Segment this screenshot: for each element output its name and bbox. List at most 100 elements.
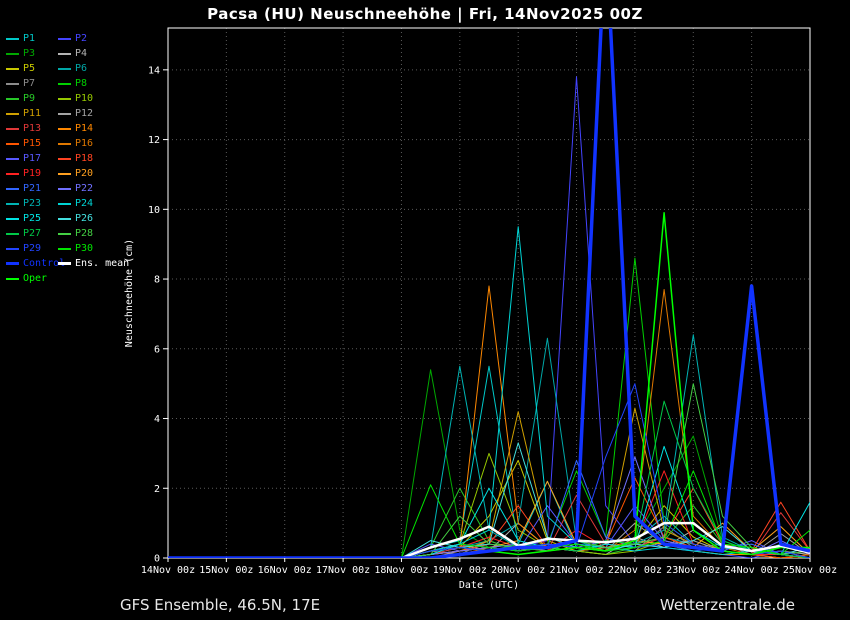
series-line-p15 (168, 477, 810, 558)
legend-swatch (6, 97, 19, 100)
legend-swatch (58, 67, 71, 70)
legend-label: P14 (75, 123, 94, 134)
legend-item-p24: P24 (58, 196, 118, 211)
x-tick-label: 22Nov 00z (608, 565, 662, 576)
legend-item-p7: P7 (6, 76, 58, 91)
legend-label: Oper (23, 273, 48, 284)
legend-label: P27 (23, 228, 42, 239)
x-tick-label: 23Nov 00z (666, 565, 720, 576)
legend-item-p15: P15 (6, 136, 58, 151)
legend-swatch (6, 37, 19, 40)
legend-swatch (6, 232, 19, 235)
legend-swatch (58, 172, 71, 175)
legend-label: P6 (75, 63, 88, 74)
y-tick-label: 2 (154, 484, 160, 495)
series-line-p8 (168, 257, 810, 558)
y-tick-label: 0 (154, 554, 160, 565)
series-line-p30 (168, 470, 810, 558)
legend-label: P19 (23, 168, 42, 179)
legend-swatch (58, 127, 71, 130)
series-line-p11 (168, 407, 810, 558)
legend-swatch (58, 187, 71, 190)
legend-swatch (58, 52, 71, 55)
legend-item-p18: P18 (58, 151, 118, 166)
legend-swatch (6, 157, 19, 160)
legend-label: P10 (75, 93, 94, 104)
legend-swatch (6, 127, 19, 130)
series-line-ens-mean (168, 521, 810, 558)
y-axis-label: Neuschneehöhe (cm) (124, 239, 135, 347)
series-line-p2 (168, 76, 810, 558)
legend-label: P1 (23, 33, 36, 44)
series-line-p24 (168, 226, 810, 558)
legend-label: P2 (75, 33, 88, 44)
legend-label: P12 (75, 108, 94, 119)
x-tick-label: 16Nov 00z (258, 565, 312, 576)
x-tick-label: 15Nov 00z (199, 565, 253, 576)
legend-label: P29 (23, 243, 42, 254)
legend-swatch (6, 262, 19, 265)
series-line-control (168, 28, 810, 558)
series-line-oper (168, 212, 810, 558)
legend-swatch (58, 247, 71, 250)
legend-label: P17 (23, 153, 42, 164)
legend-label: P24 (75, 198, 94, 209)
x-tick-label: 17Nov 00z (316, 565, 370, 576)
y-tick-label: 12 (148, 135, 160, 146)
legend-item-p3: P3 (6, 46, 58, 61)
legend-item-p16: P16 (58, 136, 118, 151)
chart-title: Pacsa (HU) Neuschneehöhe | Fri, 14Nov202… (207, 5, 643, 23)
legend-label: P11 (23, 108, 42, 119)
legend-label: P7 (23, 78, 36, 89)
legend-item-p2: P2 (58, 31, 118, 46)
legend-item-p30: P30 (58, 241, 118, 256)
legend-swatch (58, 112, 71, 115)
legend-label: P16 (75, 138, 94, 149)
legend-item-p10: P10 (58, 91, 118, 106)
legend-label: P13 (23, 123, 42, 134)
series-line-p28 (168, 383, 810, 558)
legend-label: P15 (23, 138, 42, 149)
legend-label: P20 (75, 168, 94, 179)
legend-swatch (6, 172, 19, 175)
legend-swatch (58, 37, 71, 40)
legend-item-p5: P5 (6, 61, 58, 76)
legend-item-p27: P27 (6, 226, 58, 241)
legend-item-p6: P6 (58, 61, 118, 76)
x-tick-label: 24Nov 00z (725, 565, 779, 576)
legend-label: P4 (75, 48, 88, 59)
legend-swatch (58, 262, 71, 265)
legend-swatch (6, 82, 19, 85)
y-tick-label: 8 (154, 275, 160, 286)
legend-item-p21: P21 (6, 181, 58, 196)
x-tick-label: 14Nov 00z (141, 565, 195, 576)
legend-item-p4: P4 (58, 46, 118, 61)
legend-item-p12: P12 (58, 106, 118, 121)
legend-label: P8 (75, 78, 88, 89)
footer-model-info: GFS Ensemble, 46.5N, 17E (120, 596, 321, 614)
legend-item-p17: P17 (6, 151, 58, 166)
legend-swatch (6, 202, 19, 205)
legend-item-control: Control (6, 256, 65, 271)
legend-swatch (58, 142, 71, 145)
legend-label: P22 (75, 183, 94, 194)
legend-item-p1: P1 (6, 31, 58, 46)
legend-swatch (6, 67, 19, 70)
legend-label: P23 (23, 198, 42, 209)
legend-item-p28: P28 (58, 226, 118, 241)
legend-swatch (58, 217, 71, 220)
legend-swatch (6, 52, 19, 55)
legend-label: P9 (23, 93, 36, 104)
legend-swatch (6, 187, 19, 190)
x-tick-label: 18Nov 00z (374, 565, 428, 576)
legend-swatch (6, 217, 19, 220)
x-tick-label: 20Nov 00z (491, 565, 545, 576)
series-line-p5 (168, 459, 810, 558)
legend-swatch (58, 202, 71, 205)
y-tick-label: 6 (154, 344, 160, 355)
legend: P1 P2 P3 P4 P5 P6 P7 P8 P9 P10 P11 P12 P13 P14 P15 P16 P… (6, 31, 129, 286)
series-line-p16 (168, 289, 810, 558)
legend-swatch (6, 277, 19, 280)
